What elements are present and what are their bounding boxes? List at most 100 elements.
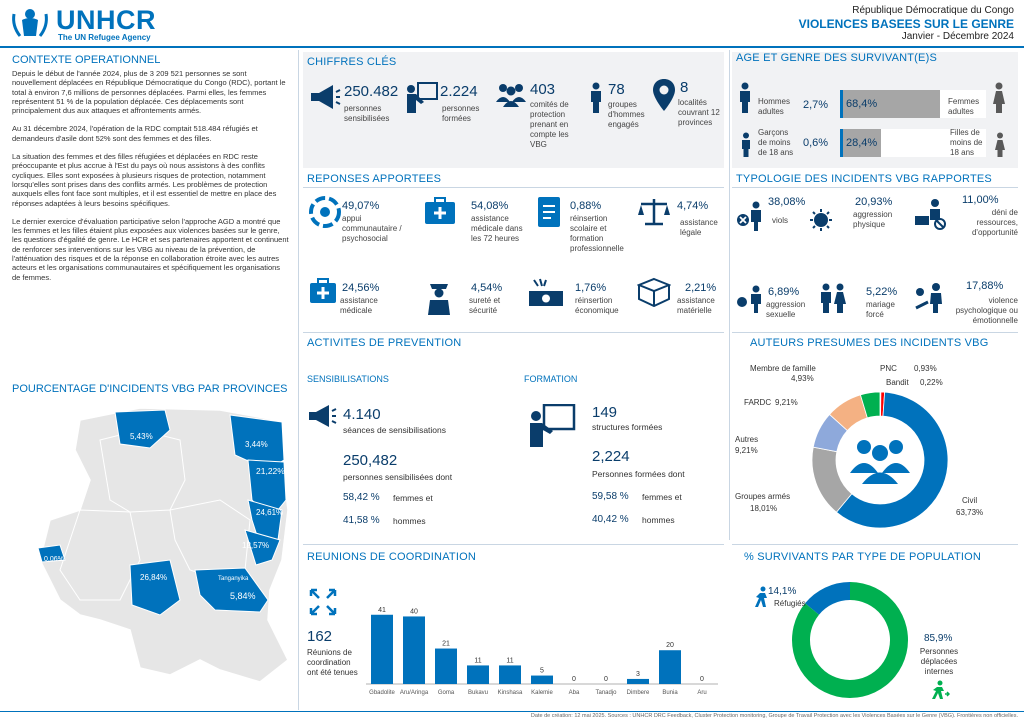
context-paragraph-3: La situation des femmes et des filles ré…	[12, 152, 277, 208]
auteurs-divider	[732, 332, 1018, 333]
key-figure-label-men-groups: groupes d'hommes engagés	[608, 100, 645, 129]
trained-value: 2,224	[592, 448, 630, 465]
key-figure-value-trained: 2.224	[440, 83, 478, 100]
donut-center-group-icon	[848, 437, 912, 490]
trained-men-pct: 40,42 %	[592, 514, 629, 525]
response-label-security: sureté et sécurité	[469, 296, 501, 315]
prevention-divider	[303, 332, 724, 333]
header-country: République Démocratique du Congo	[852, 5, 1014, 16]
column-divider-1	[298, 50, 299, 710]
bar-value-label: 0	[604, 676, 608, 683]
response-value-medical72: 54,08%	[471, 200, 509, 212]
bar-value-label: 11	[474, 657, 481, 664]
response-label-material: assistance matérielle	[677, 296, 715, 315]
prevention-title: ACTIVITES DE PREVENTION	[307, 337, 462, 349]
response-label-economic: réinsertion économique	[575, 296, 619, 315]
document-icon	[537, 196, 561, 233]
response-value-school: 0,88%	[570, 200, 602, 212]
donut-slice-membre-de-famille	[859, 391, 881, 419]
key-figure-label-trained: personnes formées	[442, 104, 480, 123]
denial-icon	[914, 198, 948, 235]
bar-value-label: 0	[700, 676, 704, 683]
typology-value-psychological: 17,88%	[966, 280, 1004, 292]
reunions-title: REUNIONS DE COORDINATION	[307, 551, 476, 563]
row2-right-label: Filles de moins de 18 ans	[950, 128, 983, 157]
row2-left-label: Garçons de moins de 18 ans	[758, 128, 794, 157]
auteurs-title: AUTEURS PRESUMES DES INCIDENTS VBG	[750, 337, 989, 349]
bar-category-label: Tanadjo	[595, 690, 617, 696]
context-paragraph-4: Le dernier exercice d'évaluation partici…	[12, 216, 289, 282]
column-divider-2	[729, 50, 730, 540]
sensitized-women-pct: 58,42 %	[343, 492, 380, 503]
structures-label: structures formées	[592, 422, 663, 432]
typology-label-marriage: mariage forcé	[866, 300, 895, 319]
bar-category-label: Bunia	[662, 690, 678, 696]
trained-women-pct: 59,58 %	[592, 491, 629, 502]
perpetrators-donut-chart	[810, 390, 950, 530]
map-title: POURCENTAGE D'INCIDENTS VBG PAR PROVINCE…	[12, 383, 288, 395]
context-section: CONTEXTE OPERATIONNEL Depuis le début de…	[12, 54, 290, 282]
bar-category-label: Aba	[569, 690, 580, 696]
reponses-divider	[303, 187, 724, 188]
chiffres-title: CHIFFRES CLÉS	[307, 56, 397, 68]
slice-label-groupes-name: Groupes armés	[735, 492, 791, 501]
bar-aruaringa	[403, 616, 425, 684]
group-icon	[494, 82, 528, 113]
idp-runner-icon	[930, 680, 951, 705]
map-label-kasai: 26,84%	[140, 573, 168, 582]
bar-value-label: 11	[506, 657, 513, 664]
slice-label-autres-value: 9,21%	[735, 446, 758, 455]
key-figure-label-sensitized: personnes sensibilisées	[344, 104, 390, 123]
population-slice-refugies	[805, 582, 850, 615]
footer-divider	[0, 711, 1024, 712]
bar-category-label: Kalemie	[531, 690, 553, 696]
response-value-security: 4,54%	[471, 282, 503, 294]
row2-right-value: 28,4%	[846, 137, 878, 149]
bar-bunia	[659, 650, 681, 684]
typology-value-physical: 20,93%	[855, 196, 893, 208]
trained-women-label: femmes et	[642, 492, 682, 502]
bar-category-label: Aru/Aringa	[400, 690, 429, 696]
rape-icon	[736, 200, 766, 237]
context-paragraph-2: Au 31 décembre 2024, l'opération de la R…	[12, 124, 258, 143]
bar-value-label: 21	[442, 641, 450, 648]
key-figure-label-committees: comités de protection prenant en compte …	[530, 100, 569, 149]
row2-left-value: 0,6%	[803, 137, 829, 149]
bar-value-label: 20	[666, 642, 674, 649]
typology-value-rape: 38,08%	[768, 196, 806, 208]
bar-category-label: Dimbere	[627, 690, 650, 696]
key-figure-value-sensitized: 250.482	[344, 83, 399, 100]
medical-kit-icon	[424, 197, 456, 230]
sessions-label: séances de sensibilisations	[343, 425, 447, 435]
map-label-tanganyika-name: Tanganyika	[218, 576, 249, 582]
survivants-title: % SURVIVANTS PAR TYPE DE POPULATION	[744, 551, 982, 563]
row2-bar-fill	[840, 129, 881, 157]
response-label-school: réinsertion scolaire et formation profes…	[570, 214, 624, 253]
psychosocial-icon	[309, 196, 341, 233]
bar-category-label: Aru	[697, 690, 706, 696]
bar-value-label: 3	[636, 671, 640, 678]
typology-label-denial: déni de ressources, d'opportunité	[971, 208, 1018, 237]
slice-label-pnc-value: 0,93%	[914, 364, 937, 373]
response-label-legal: assistance légale	[680, 218, 718, 237]
sensibilisations-title: SENSIBILISATIONS	[307, 374, 389, 384]
logo-text: UNHCR	[56, 5, 156, 35]
bar-dimbere	[627, 678, 649, 684]
key-figure-value-localities: 8	[680, 79, 689, 96]
header: UNHCR The UN Refugee Agency République D…	[0, 0, 1024, 48]
bar-value-label: 41	[378, 607, 386, 614]
bar-bukavu	[467, 665, 489, 684]
bar-category-label: Kinshasa	[498, 690, 523, 696]
bar-kinshasa	[499, 665, 521, 684]
scales-icon	[637, 197, 671, 232]
sexual-aggression-icon	[736, 284, 766, 319]
money-icon	[526, 278, 566, 313]
sensibilisation-megaphone-icon	[307, 402, 337, 435]
logo-subtitle: The UN Refugee Agency	[58, 33, 151, 42]
row1-left-value: 2,7%	[803, 99, 829, 111]
key-figure-label-localities: localités couvrant 12 provinces	[678, 98, 720, 127]
slice-label-civil-value: 63,73%	[956, 508, 984, 517]
row1-right-value: 68,4%	[846, 98, 878, 110]
slice-label-fardc-name: FARDC	[744, 398, 772, 407]
reunions-divider	[303, 544, 724, 545]
